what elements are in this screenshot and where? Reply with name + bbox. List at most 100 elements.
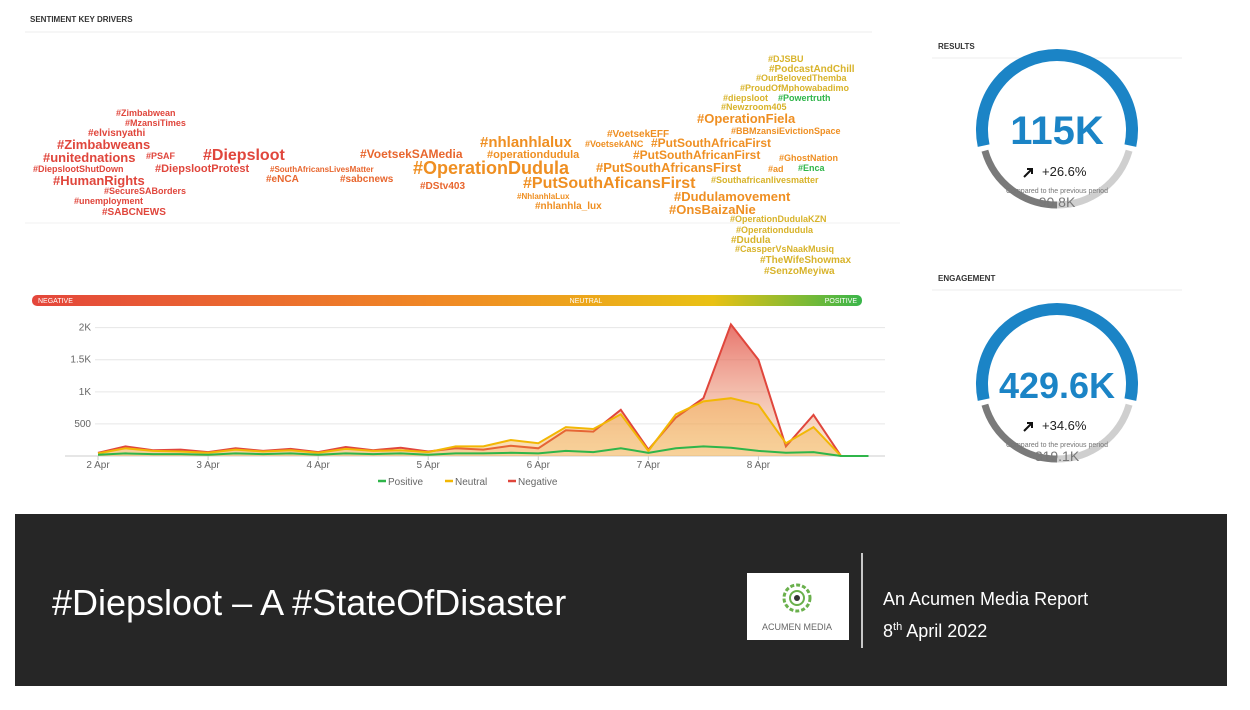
word: #unemployment [74, 196, 143, 206]
section-title: SENTIMENT KEY DRIVERS [30, 15, 133, 24]
word: #SenzoMeyiwa [764, 266, 835, 277]
metric-note: Compared to the previous period [1006, 442, 1108, 449]
word: #Dudulamovement [674, 189, 791, 204]
word: #BBMzansiEvictionSpace [731, 126, 841, 136]
date-rest: April 2022 [906, 621, 987, 641]
gauge-track [981, 403, 1058, 463]
word: #CassperVsNaakMusiq [735, 244, 834, 254]
gauges: 115K +26.6% Compared to the previous perio… [976, 49, 1138, 464]
x-tick-label: 7 Apr [637, 460, 661, 471]
word: #VoetsekANC [585, 139, 644, 149]
date-day: 8 [883, 621, 893, 641]
word: #PutSouthAfricansFirst [596, 160, 742, 175]
word: #Zimbabwean [116, 108, 176, 118]
word: #diepsloot [723, 93, 768, 103]
word: #PodcastAndChill [769, 64, 855, 75]
word: #SouthAfricansLivesMatter [270, 165, 374, 174]
x-tick-label: 8 Apr [747, 460, 771, 471]
word: #operationdudula [487, 149, 580, 161]
footer [15, 514, 1227, 686]
sentiment-scale [32, 295, 862, 306]
word: #sabcnews [340, 174, 394, 185]
arrow-icon [1023, 422, 1033, 432]
x-tick-label: 4 Apr [306, 460, 330, 471]
y-tick-label: 500 [74, 419, 91, 430]
word: #PSAF [146, 151, 176, 161]
logo-icon [794, 595, 800, 601]
word: #ad [768, 164, 784, 174]
word: #nhlanhla_lux [535, 201, 602, 212]
panel-title: ENGAGEMENT [938, 274, 995, 283]
logo-icon [782, 583, 812, 613]
word: #ProudOfMphowabadimo [740, 83, 850, 93]
report-label: An Acumen Media Report [883, 589, 1088, 609]
metric-note: Compared to the previous period [1006, 188, 1108, 195]
logo-icon [789, 590, 805, 606]
line-chart: 500 1K 1.5K 2K 2 Apr 3 Apr 4 Apr 5 Apr 6 Apr 7 Ap… [65, 322, 885, 488]
legend-label: Negative [518, 477, 558, 488]
legend-label: Positive [388, 477, 423, 488]
word: #DiepslootShutDown [33, 164, 124, 174]
x-tick-label: 2 Apr [86, 460, 110, 471]
series-line [97, 322, 869, 457]
word: #SABCNEWS [102, 207, 166, 218]
word: #unitednations [43, 150, 135, 165]
word: #OperationDudula [413, 158, 570, 178]
x-tick-label: 3 Apr [196, 460, 220, 471]
metric-change: +26.6% [1042, 164, 1087, 179]
word: #elvisnyathi [88, 128, 145, 139]
word: #OnsBaizaNie [669, 202, 756, 217]
word: #DiepslootProtest [155, 163, 249, 175]
word: #Operationdudula [736, 225, 814, 235]
word: #PutSouthAficansFirst [523, 175, 696, 192]
y-tick-label: 1K [79, 387, 92, 398]
word: #OperationDudulaKZN [730, 214, 827, 224]
word: #VoetsekEFF [607, 129, 669, 140]
series-area [98, 398, 869, 456]
word: #Zimbabweans [57, 137, 150, 152]
word: #Enca [798, 163, 826, 173]
word: #nhlanhlalux [480, 134, 572, 151]
word: #NhlanhlaLux [517, 192, 570, 201]
series-line [97, 397, 869, 457]
metric-previous: 319.1K [1035, 448, 1080, 464]
word: #VoetsekSAMedia [360, 147, 463, 161]
scale-label: NEGATIVE [38, 298, 73, 305]
word: #DStv403 [420, 181, 465, 192]
logo-text: ACUMEN MEDIA [762, 622, 832, 632]
metric-change: +34.6% [1042, 418, 1087, 433]
word: #OurBelovedThemba [756, 73, 848, 83]
word-cloud: #Zimbabwean#MzansiTimes#elvisnyathi#Zimb… [33, 54, 855, 277]
word: #TheWifeShowmax [760, 255, 851, 266]
legend-label: Neutral [455, 477, 487, 488]
word: #PutSouthAfricaFirst [651, 136, 771, 150]
word: #Powertruth [778, 93, 831, 103]
word: #Newzroom405 [721, 102, 787, 112]
panel-title: RESULTS [938, 42, 975, 51]
metric-value: 429.6K [999, 365, 1115, 406]
date-suffix: th [893, 621, 902, 633]
gauge-track [1056, 403, 1133, 463]
metric-previous: 90.8K [1039, 194, 1076, 210]
x-tick-label: 5 Apr [417, 460, 441, 471]
word: #Dudula [731, 235, 771, 246]
scale-label: POSITIVE [825, 298, 858, 305]
word: #eNCA [266, 174, 299, 185]
word: #GhostNation [779, 153, 838, 163]
series-area [98, 324, 869, 456]
x-tick-label: 6 Apr [527, 460, 551, 471]
word: #MzansiTimes [125, 118, 186, 128]
word: #Diepsloot [203, 147, 285, 164]
report-date: 8th April 2022 [883, 621, 987, 641]
footer-title: #Diepsloot – A #StateOfDisaster [52, 582, 566, 623]
y-tick-label: 1.5K [70, 355, 91, 366]
arrow-icon [1023, 168, 1033, 178]
word: #PutSouthAfricanFirst [633, 148, 760, 162]
gauge-track [1056, 149, 1133, 209]
series-line [97, 445, 869, 457]
gauge-arc [976, 303, 1138, 401]
metric-value: 115K [1010, 109, 1104, 153]
word: #Southafricanlivesmatter [711, 175, 819, 185]
